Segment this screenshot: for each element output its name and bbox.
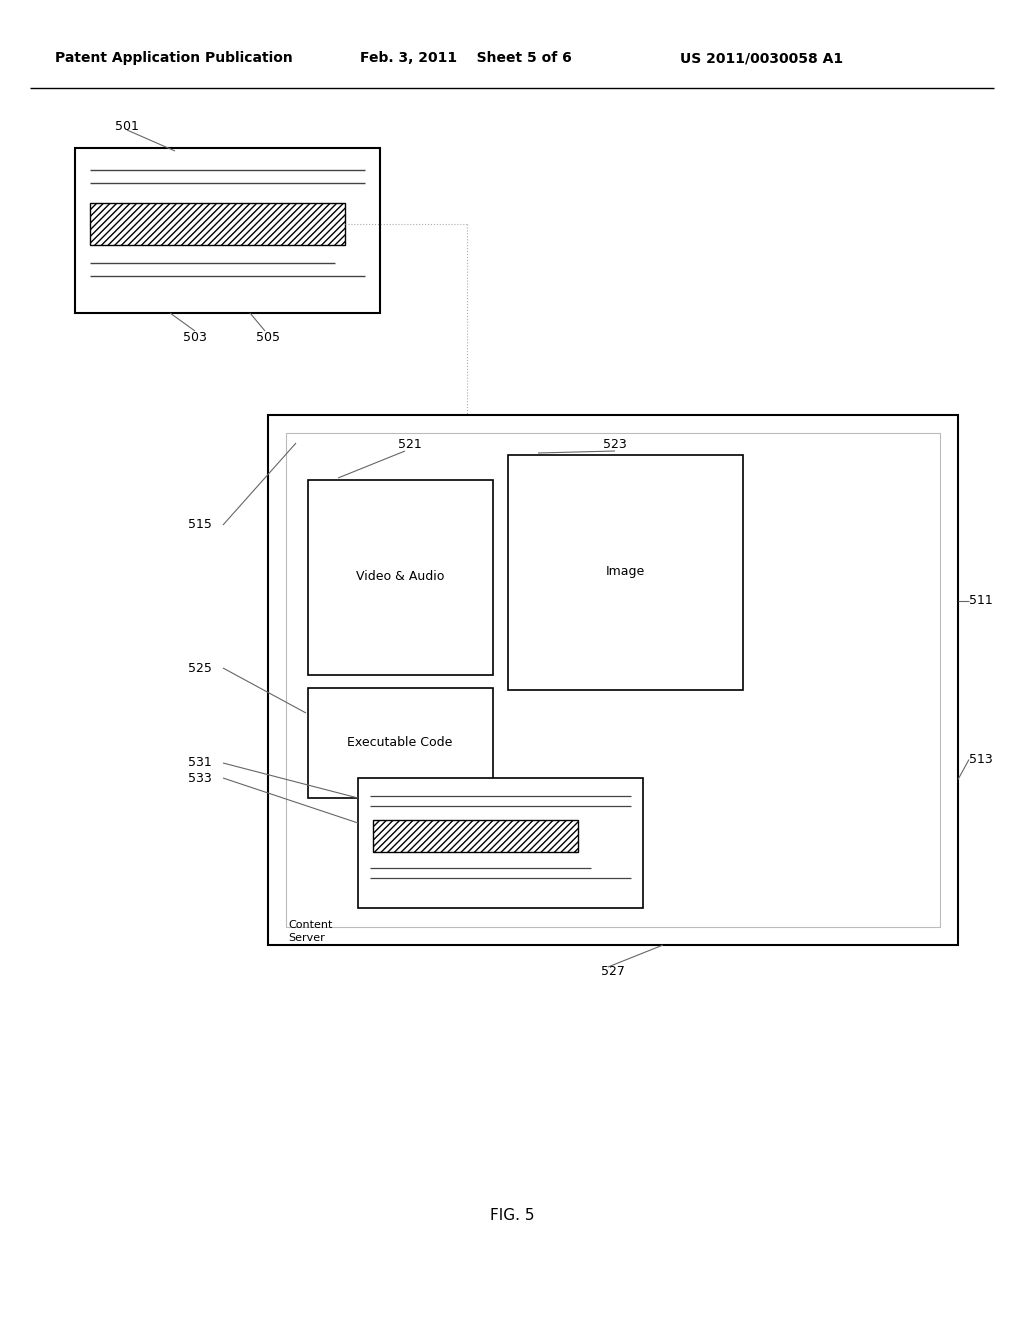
Text: Executable Code: Executable Code: [347, 737, 453, 750]
Bar: [373, 820, 578, 851]
Text: 527: 527: [601, 965, 625, 978]
Bar: [358, 777, 643, 908]
Bar: [90, 203, 345, 246]
Bar: [286, 433, 940, 927]
Text: 523: 523: [603, 438, 627, 451]
Text: Patent Application Publication: Patent Application Publication: [55, 51, 293, 65]
Text: 501: 501: [115, 120, 139, 133]
Text: Server: Server: [288, 933, 325, 942]
Bar: [268, 414, 958, 945]
Text: FIG. 5: FIG. 5: [489, 1208, 535, 1222]
Text: 525: 525: [188, 661, 212, 675]
Text: Content: Content: [288, 920, 333, 931]
Text: 503: 503: [183, 331, 207, 345]
Text: 515: 515: [188, 519, 212, 532]
Bar: [308, 480, 493, 675]
Text: 521: 521: [398, 438, 422, 451]
Text: 531: 531: [188, 756, 212, 770]
Text: US 2011/0030058 A1: US 2011/0030058 A1: [680, 51, 843, 65]
Text: 513: 513: [969, 752, 992, 766]
Text: 511: 511: [969, 594, 992, 607]
Bar: [308, 688, 493, 799]
Bar: [75, 148, 380, 313]
Text: Feb. 3, 2011    Sheet 5 of 6: Feb. 3, 2011 Sheet 5 of 6: [360, 51, 571, 65]
Text: Video & Audio: Video & Audio: [355, 570, 444, 583]
Text: Image: Image: [605, 565, 645, 578]
Text: 505: 505: [256, 331, 280, 345]
Text: 533: 533: [188, 771, 212, 784]
Bar: [508, 455, 743, 690]
